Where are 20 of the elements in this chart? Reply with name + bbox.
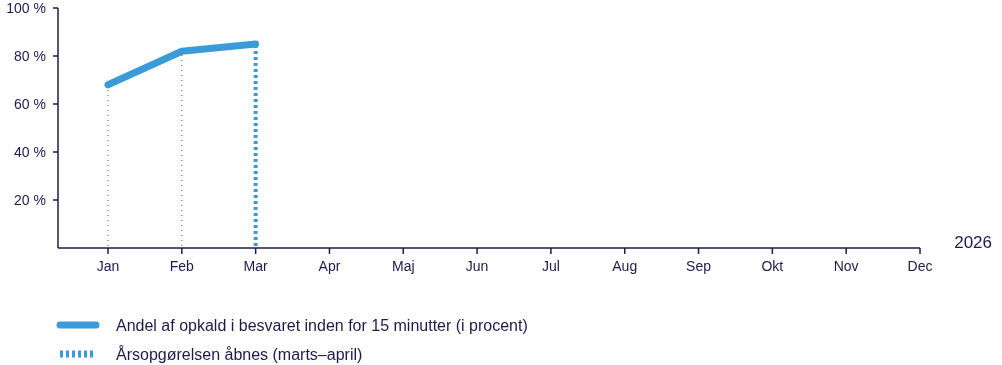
legend-label: Andel af opkald i besvaret inden for 15 minutter (i procent) (116, 316, 528, 334)
y-tick-label: 40 % (14, 143, 46, 160)
x-tick-label: Dec (907, 258, 933, 274)
x-tick-label: Feb (169, 258, 195, 274)
x-tick-label: Okt (761, 258, 784, 274)
x-tick-label: Jun (465, 258, 489, 274)
x-tick-label: Mar (243, 258, 269, 274)
x-tick-label: Jan (96, 258, 120, 274)
y-tick-label: 100 % (6, 0, 46, 16)
x-tick-label: Jul (541, 258, 560, 274)
legend-label: Årsopgørelsen åbnes (marts–april) (116, 344, 363, 363)
x-tick-label: Aug (612, 258, 638, 274)
x-tick-label: Maj (391, 258, 415, 274)
y-tick-label: 20 % (14, 191, 46, 208)
x-tick-label: Nov (833, 258, 859, 274)
x-axis-title: 2026 (954, 233, 992, 252)
y-tick-label: 80 % (14, 47, 46, 64)
x-tick-label: Apr (318, 258, 341, 274)
x-tick-label: Sep (686, 258, 712, 274)
y-tick-label: 60 % (14, 95, 46, 112)
